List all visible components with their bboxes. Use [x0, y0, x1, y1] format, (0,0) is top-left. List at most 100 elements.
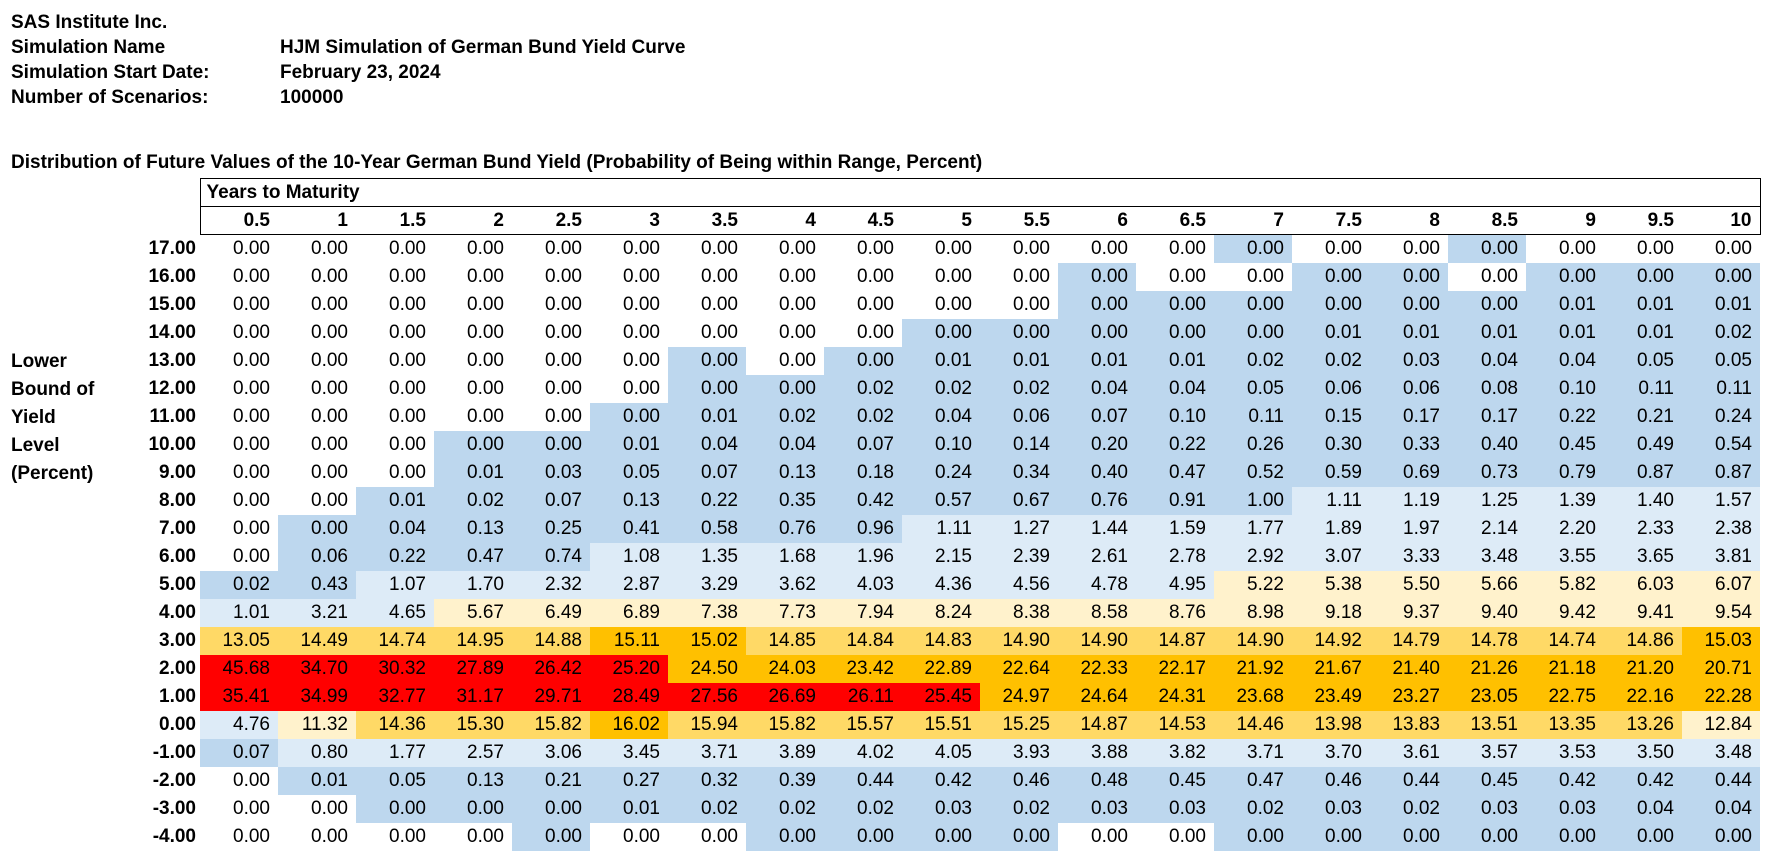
table-cell: 0.03 — [1370, 346, 1448, 375]
start-date-value: February 23, 2024 — [280, 62, 441, 83]
table-cell: 0.96 — [824, 514, 902, 543]
column-header-row: 0.5 1 1.5 2 2.5 3 3.5 4 4.5 5 5.5 6 6.5 7 7.5 8 8.5 9 9.5 1… — [120, 206, 1761, 235]
table-cell: 0.47 — [1214, 766, 1292, 795]
table-cell: 0.00 — [1214, 290, 1292, 319]
table-cell: 0.47 — [1136, 458, 1214, 487]
table-cell: 0.00 — [200, 346, 278, 375]
table-cell: 0.00 — [1292, 262, 1370, 291]
table-cell: 3.71 — [1214, 738, 1292, 767]
row-label: 0.00 — [159, 713, 196, 735]
table-cell: 0.57 — [902, 486, 980, 515]
table-cell: 0.01 — [278, 766, 356, 795]
table-cell: 1.89 — [1292, 514, 1370, 543]
table-cell: 0.44 — [1370, 766, 1448, 795]
table-cell: 1.07 — [356, 570, 434, 599]
table-cell: 3.45 — [590, 738, 668, 767]
table-cell: 0.45 — [1136, 766, 1214, 795]
table-cell: 0.00 — [278, 458, 356, 487]
column-header: 9 — [1526, 206, 1604, 235]
table-cell: 0.43 — [278, 570, 356, 599]
table-cell: 21.26 — [1448, 654, 1526, 683]
table-cell: 0.35 — [746, 486, 824, 515]
table-cell: 0.00 — [278, 318, 356, 347]
table-cell: 3.57 — [1448, 738, 1526, 767]
table-cell: 0.04 — [1682, 794, 1760, 823]
table-cell: 2.78 — [1136, 542, 1214, 571]
table-cell: 0.00 — [1448, 290, 1526, 319]
table-cell: 0.00 — [356, 346, 434, 375]
table-cell: 0.00 — [278, 290, 356, 319]
table-cell: 22.28 — [1682, 682, 1760, 711]
table-row: 2.00 45.68 34.70 30.32 27.89 26.42 25.20 24.50 2… — [120, 654, 1760, 683]
table-cell: 0.00 — [278, 486, 356, 515]
table-cell: 3.82 — [1136, 738, 1214, 767]
table-cell: 14.49 — [278, 626, 356, 655]
row-label: 5.00 — [159, 573, 196, 595]
table-cell: 0.01 — [1604, 318, 1682, 347]
table-row: 7.00 0.00 0.00 0.04 0.13 0.25 0.41 0.58 0.76 0.96… — [120, 514, 1760, 543]
table-cell: 0.00 — [746, 374, 824, 403]
table-cell: 9.37 — [1370, 598, 1448, 627]
row-axis-label-line: Level — [11, 435, 60, 456]
table-cell: 0.30 — [1292, 430, 1370, 459]
table-cell: 0.13 — [746, 458, 824, 487]
table-cell: 0.04 — [1526, 346, 1604, 375]
table-cell: 14.79 — [1370, 626, 1448, 655]
table-cell: 22.64 — [980, 654, 1058, 683]
table-cell: 0.24 — [902, 458, 980, 487]
table-cell: 0.11 — [1214, 402, 1292, 431]
row-axis-label: Lower Bound of Yield Level (Percent) — [11, 348, 121, 488]
row-axis-label-line: Lower — [11, 351, 67, 372]
table-cell: 0.02 — [1214, 346, 1292, 375]
table-cell: 0.74 — [512, 542, 590, 571]
table-cell: 0.04 — [902, 402, 980, 431]
table-cell: 0.00 — [278, 822, 356, 851]
table-cell: 15.02 — [668, 626, 746, 655]
table-cell: 3.81 — [1682, 542, 1760, 571]
table-cell: 0.17 — [1448, 402, 1526, 431]
table-cell: 0.00 — [668, 374, 746, 403]
column-header: 7 — [1214, 206, 1292, 235]
table-cell: 0.00 — [668, 822, 746, 851]
table-cell: 1.77 — [1214, 514, 1292, 543]
table-cell: 0.00 — [512, 234, 590, 263]
table-cell: 2.14 — [1448, 514, 1526, 543]
table-cell: 0.05 — [1214, 374, 1292, 403]
table-cell: 25.20 — [590, 654, 668, 683]
table-cell: 0.00 — [512, 822, 590, 851]
table-cell: 0.46 — [980, 766, 1058, 795]
table-cell: 0.00 — [1682, 234, 1760, 263]
table-cell: 0.00 — [824, 290, 902, 319]
table-cell: 26.69 — [746, 682, 824, 711]
probability-table: Years to Maturity 0.5 1 1.5 2 2.5 3 3.5 4 4.5 5 5.… — [120, 178, 1761, 851]
table-cell: 0.00 — [356, 318, 434, 347]
table-cell: 13.05 — [200, 626, 278, 655]
table-cell: 22.17 — [1136, 654, 1214, 683]
table-cell: 15.11 — [590, 626, 668, 655]
table-cell: 0.00 — [1682, 822, 1760, 851]
table-cell: 8.38 — [980, 598, 1058, 627]
table-cell: 0.20 — [1058, 430, 1136, 459]
scenarios-label: Number of Scenarios: — [11, 87, 209, 108]
table-cell: 4.05 — [902, 738, 980, 767]
table-cell: 3.88 — [1058, 738, 1136, 767]
table-cell: 0.00 — [746, 262, 824, 291]
table-cell: 0.00 — [356, 402, 434, 431]
table-cell: 22.33 — [1058, 654, 1136, 683]
table-cell: 0.01 — [1448, 318, 1526, 347]
table-cell: 0.00 — [434, 234, 512, 263]
table-cell: 0.15 — [1292, 402, 1370, 431]
table-cell: 0.03 — [1292, 794, 1370, 823]
table-cell: 0.00 — [278, 234, 356, 263]
table-cell: 2.15 — [902, 542, 980, 571]
table-cell: 0.46 — [1292, 766, 1370, 795]
table-cell: 0.07 — [200, 738, 278, 767]
table-cell: 0.00 — [824, 262, 902, 291]
table-cell: 0.45 — [1526, 430, 1604, 459]
table-cell: 4.76 — [200, 710, 278, 739]
table-cell: 0.42 — [902, 766, 980, 795]
table-cell: 7.73 — [746, 598, 824, 627]
table-cell: 0.00 — [200, 290, 278, 319]
table-cell: 0.00 — [1526, 234, 1604, 263]
maturity-title-row: Years to Maturity — [120, 178, 1761, 207]
